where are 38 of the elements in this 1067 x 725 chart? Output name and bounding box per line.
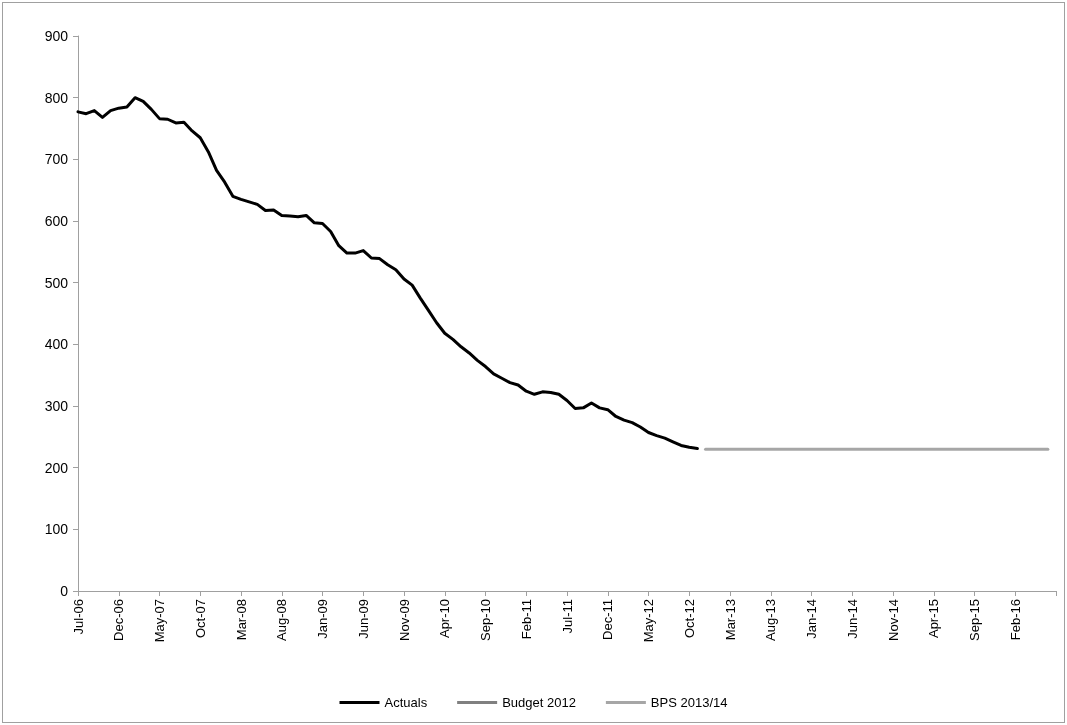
x-tick-label: May-12 xyxy=(641,599,656,643)
y-tick-label: 100 xyxy=(44,521,69,538)
x-tick-label: Apr-10 xyxy=(437,599,453,639)
y-tick-label: 700 xyxy=(44,151,69,168)
x-tick-label: Sep-15 xyxy=(967,599,982,641)
x-tick-label: Mar-13 xyxy=(722,599,738,641)
x-tick-label: Apr-15 xyxy=(926,599,942,639)
x-tick-label: Oct-12 xyxy=(681,599,697,639)
x-tick-label: Feb-16 xyxy=(1007,599,1023,641)
y-tick-label: 500 xyxy=(44,274,69,291)
x-tick-label: Jan-09 xyxy=(315,599,330,639)
x-tick-label: Jun-09 xyxy=(355,599,371,639)
y-tick-label: 900 xyxy=(44,28,69,44)
y-tick-label: 200 xyxy=(44,459,69,476)
x-tick-label: May-07 xyxy=(152,599,167,643)
x-tick-label: Jul-11 xyxy=(559,599,575,634)
x-tick-label: Feb-11 xyxy=(518,599,534,640)
x-tick-label: Dec-06 xyxy=(111,599,127,641)
y-tick-label: 0 xyxy=(60,583,69,599)
legend-label: Budget 2012 xyxy=(502,695,576,710)
x-tick-label: Aug-08 xyxy=(274,599,290,641)
y-tick-label: 400 xyxy=(44,336,69,353)
line-series xyxy=(76,96,699,451)
x-tick-label: Nov-14 xyxy=(885,599,901,641)
legend-label: BPS 2013/14 xyxy=(650,695,728,710)
x-tick-label: Sep-10 xyxy=(478,599,493,641)
x-tick-label: Jan-14 xyxy=(804,599,819,639)
x-tick-label: Nov-09 xyxy=(396,599,412,641)
x-tick-label: Jun-14 xyxy=(844,599,860,639)
x-tick-label: Dec-11 xyxy=(600,599,616,640)
x-tick-label: Aug-13 xyxy=(763,599,779,641)
x-tick-label: Mar-08 xyxy=(233,599,249,641)
y-tick-label: 300 xyxy=(44,398,69,414)
y-tick-label: 800 xyxy=(44,89,69,106)
legend-label: Actuals xyxy=(384,695,428,710)
x-tick-label: Jul-06 xyxy=(70,599,86,635)
y-tick-label: 600 xyxy=(44,213,69,229)
x-tick-label: Oct-07 xyxy=(192,599,208,639)
